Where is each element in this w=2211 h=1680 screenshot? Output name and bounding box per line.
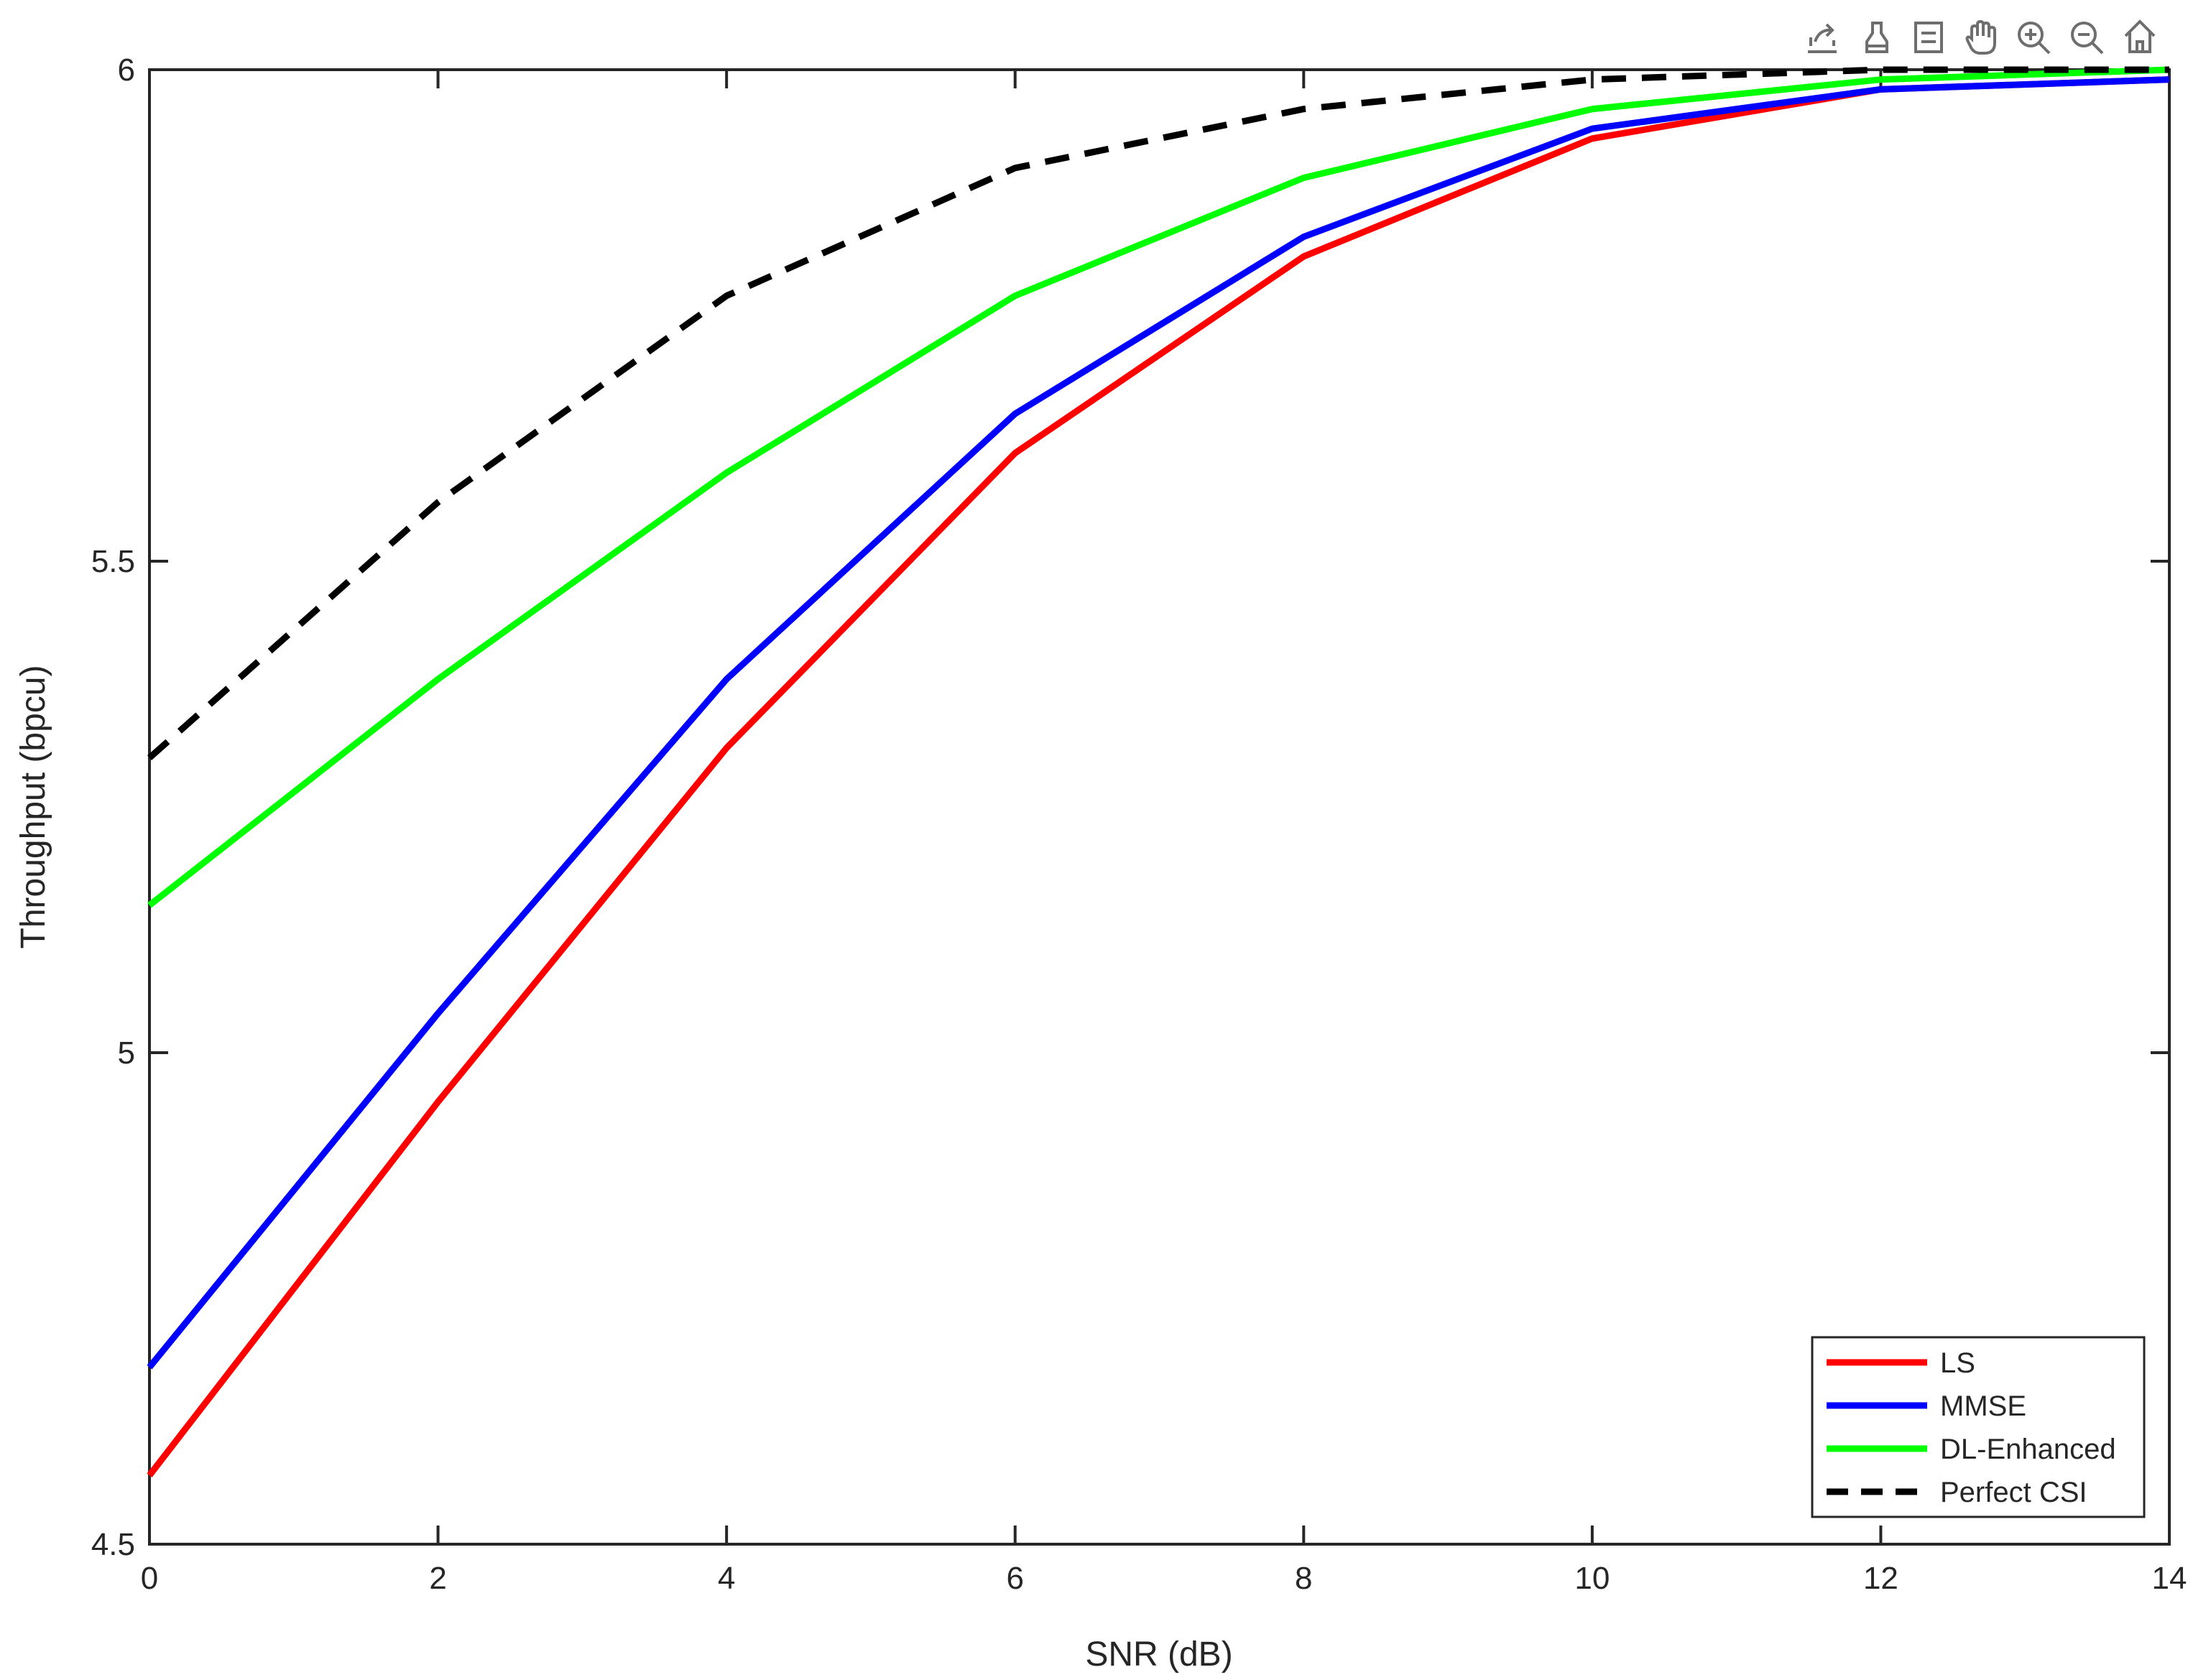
x-axis: 0 2 4 6 8 10 12 14 [141,70,2187,1596]
zoom-out-icon[interactable] [2071,22,2104,55]
data-point [1589,125,1596,132]
data-point [1300,234,1307,241]
data-point [435,1098,442,1105]
plot-area [148,68,2171,1546]
y-axis-label: Throughput (bpcu) [14,665,52,949]
legend: LS MMSE DL-Enhanced Perfect CSI [1811,1336,2146,1518]
legend-box [1811,1336,2146,1518]
x-tick-label: 8 [1295,1561,1312,1596]
data-point [1589,106,1596,113]
y-tick-label: 4.5 [91,1527,135,1562]
data-point [2166,76,2173,83]
data-point [1300,174,1307,181]
y-tick-label: 5 [118,1035,135,1071]
data-point [1300,253,1307,260]
data-point [1589,76,1596,83]
x-tick-label: 12 [1863,1561,1898,1596]
data-point [1877,86,1884,93]
series-line-perfect-csi [147,66,2169,760]
datatip-icon[interactable] [1914,22,1943,53]
data-point [1012,450,1019,457]
x-tick-label: 4 [718,1561,735,1596]
data-point [1877,76,1884,83]
legend-label: Perfect CSI [1940,1477,2087,1508]
data-point [146,1472,153,1479]
axes-toolbar [1808,19,2156,55]
legend-label: LS [1940,1347,1975,1379]
data-point [435,675,442,683]
legend-label: MMSE [1940,1390,2026,1422]
series-layer [146,66,2173,1479]
x-axis-label: SNR (dB) [1085,1635,1232,1674]
data-point [146,902,153,909]
data-point [1589,135,1596,142]
x-tick-label: 2 [429,1561,446,1596]
data-point [723,469,730,476]
data-point [723,744,730,752]
x-tick-label: 10 [1574,1561,1610,1596]
home-icon[interactable] [2124,19,2156,53]
x-tick-label: 0 [141,1561,158,1596]
y-axis: 4.5 5 5.5 6 [91,52,2169,1562]
pan-icon[interactable] [1965,19,1996,55]
series-line-dl-enhanced [147,66,2170,908]
y-tick-label: 6 [118,52,135,88]
x-tick-label: 14 [2152,1561,2187,1596]
x-tick-label: 6 [1006,1561,1023,1596]
data-point [146,1364,153,1371]
data-point [723,675,730,683]
y-tick-label: 5.5 [91,544,135,579]
series-line-mmse [147,76,2170,1370]
data-point [435,1010,442,1017]
data-point [1012,292,1019,300]
zoom-in-icon[interactable] [2018,22,2051,55]
export-icon[interactable] [1808,23,1837,53]
brush-icon[interactable] [1865,22,1888,53]
legend-label: DL-Enhanced [1940,1434,2116,1465]
data-point [1012,410,1019,417]
